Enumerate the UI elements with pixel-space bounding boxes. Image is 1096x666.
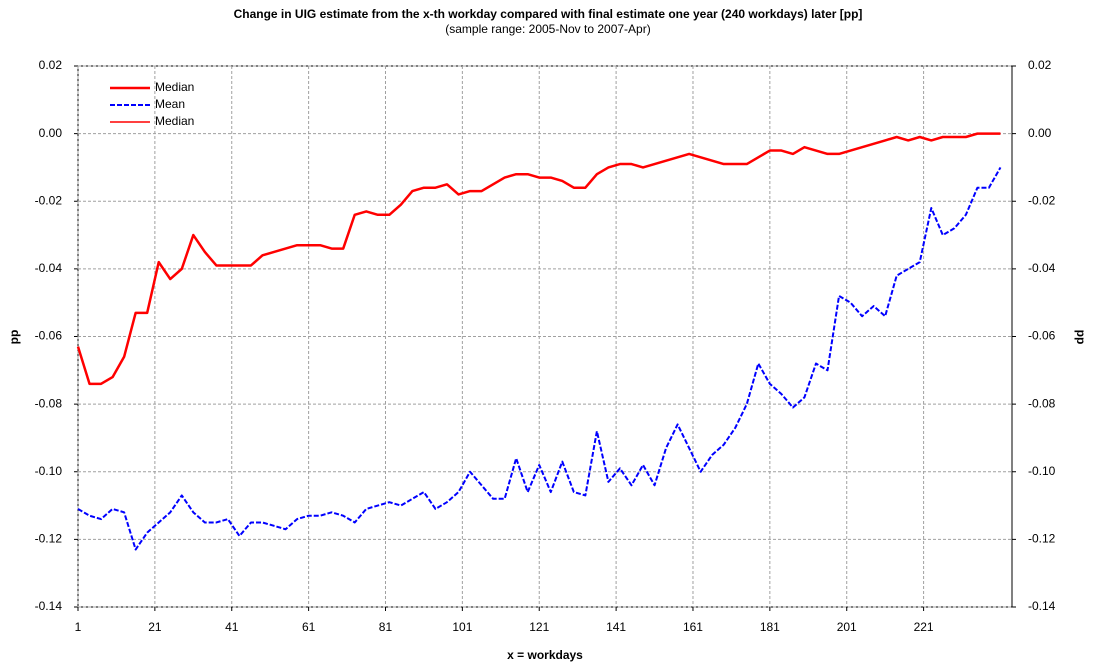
y2-tick-label: -0.04 [1028, 261, 1056, 275]
x-tick-label: 41 [225, 620, 239, 634]
y-tick-label: -0.04 [35, 261, 63, 275]
y-tick-label: -0.02 [35, 193, 63, 207]
chart-title: Change in UIG estimate from the x-th wor… [234, 7, 863, 21]
y-tick-label: 0.02 [39, 58, 63, 72]
x-axis-label: x = workdays [507, 648, 583, 662]
y-tick-label: -0.14 [35, 599, 63, 613]
x-tick-label: 21 [148, 620, 162, 634]
y-axis-label: pp [7, 330, 21, 345]
data-line [77, 166, 1002, 551]
y2-axis-label: pp [1074, 330, 1088, 345]
x-tick-label: 201 [837, 620, 857, 634]
legend-label: Median [155, 114, 194, 128]
y-tick-label: 0.00 [39, 126, 63, 140]
y-tick-label: -0.12 [35, 532, 63, 546]
x-tick-label: 141 [606, 620, 626, 634]
x-tick-label: 101 [452, 620, 472, 634]
y2-tick-label: -0.10 [1028, 464, 1056, 478]
x-tick-label: 61 [302, 620, 316, 634]
y2-tick-label: 0.00 [1028, 126, 1052, 140]
chart-subtitle: (sample range: 2005-Nov to 2007-Apr) [445, 22, 650, 36]
y-tick-label: -0.08 [35, 396, 63, 410]
legend-label: Mean [155, 97, 185, 111]
y2-tick-label: 0.02 [1028, 58, 1052, 72]
x-tick-label: 181 [760, 620, 780, 634]
y2-tick-label: -0.02 [1028, 193, 1056, 207]
y-tick-label: -0.10 [35, 464, 63, 478]
x-tick-label: 121 [529, 620, 549, 634]
legend-label: Median [155, 80, 194, 94]
x-tick-label: 1 [75, 620, 82, 634]
x-tick-label: 221 [914, 620, 934, 634]
data-line [77, 132, 1001, 385]
y2-tick-label: -0.12 [1028, 532, 1056, 546]
y2-tick-label: -0.06 [1028, 329, 1056, 343]
y2-tick-label: -0.08 [1028, 396, 1056, 410]
x-tick-label: 81 [379, 620, 393, 634]
y-tick-label: -0.06 [35, 329, 63, 343]
y2-tick-label: -0.14 [1028, 599, 1056, 613]
x-tick-label: 161 [683, 620, 703, 634]
